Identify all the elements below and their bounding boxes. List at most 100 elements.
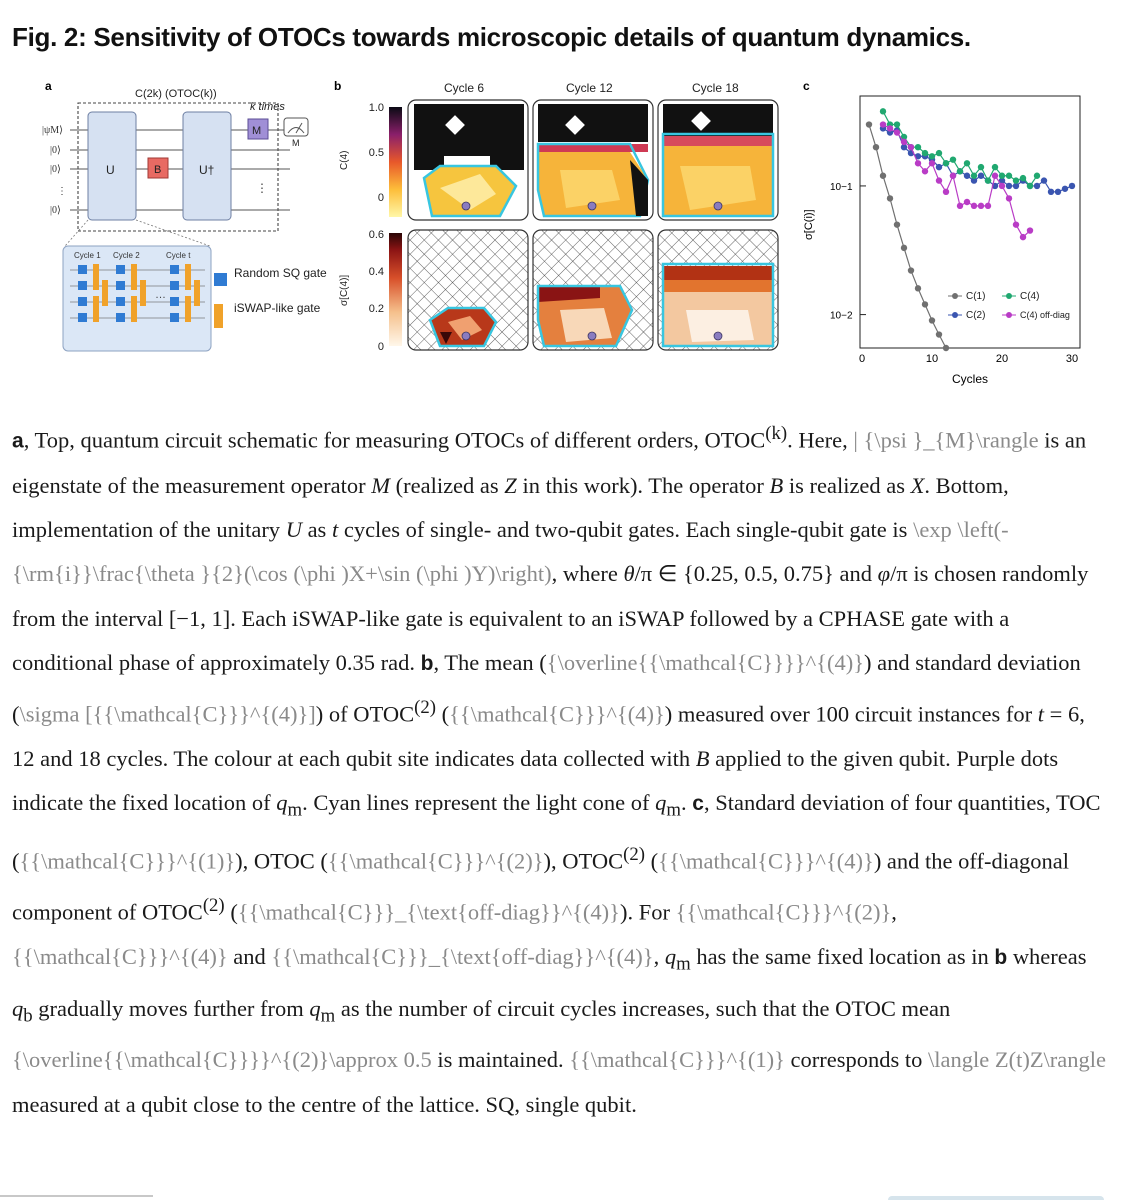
data-point [935, 177, 943, 184]
caption-text: . Here, [787, 427, 854, 453]
caption-text: ) of OTOC [315, 701, 415, 727]
data-point [977, 163, 985, 171]
cycle-label-2: Cycle 2 [113, 251, 140, 260]
data-point [1012, 221, 1020, 228]
colorbar-std [389, 233, 402, 346]
caption-tex: {{\mathcal{C}}}^{(1)} [569, 1047, 785, 1073]
data-point [984, 202, 992, 210]
caption-var: q [276, 790, 288, 816]
data-point [914, 160, 922, 167]
data-point [1047, 188, 1055, 196]
caption-text: = 6, 12 and 18 cycles. The colour at eac… [12, 701, 1085, 772]
data-point [1054, 188, 1062, 196]
caption-text: is an eigenstate of the measurement oper… [12, 427, 1087, 498]
caption-text: . Cyan lines represent the light cone of [302, 790, 656, 816]
state-label-0a: |0⟩ [50, 145, 61, 156]
bottom-tick-04: 0.4 [369, 266, 384, 278]
caption-text: , [891, 899, 897, 925]
ytick-1e-2: 10−2 [830, 311, 853, 322]
gate-b [147, 157, 169, 179]
caption-text: gradually moves further from [32, 995, 310, 1021]
top-tick-05: 0.5 [369, 147, 384, 159]
data-point [1040, 177, 1048, 184]
data-point [1005, 172, 1013, 179]
figure-title: Fig. 2: Sensitivity of OTOCs towards mic… [12, 22, 971, 52]
data-point [900, 138, 908, 146]
caption-text: as [301, 517, 332, 543]
c-xlabel: Cycles [952, 372, 988, 386]
cycle-label-1: Cycle 1 [74, 251, 101, 260]
caption-text: ( [224, 899, 238, 925]
data-point [949, 172, 957, 179]
sq-gate-cells [78, 265, 179, 322]
caption-var: θ [623, 561, 635, 587]
caption-text: (realized as [389, 472, 505, 498]
caption-text: ) and the off-diagonal component of OTOC [12, 848, 1069, 925]
data-point [998, 177, 1006, 184]
data-point [914, 285, 922, 292]
data-point [1026, 227, 1034, 234]
data-point [956, 168, 964, 175]
caption-var: q [664, 943, 677, 969]
legend-c1: C(1) [966, 291, 985, 302]
data-point [1033, 182, 1041, 190]
caption-sub: m [676, 953, 691, 975]
data-point [963, 160, 971, 167]
data-point [907, 267, 915, 274]
caption-text: has the same fixed location as in [690, 943, 995, 969]
caption-var: X [910, 472, 925, 498]
xtick-0: 0 [859, 353, 865, 365]
caption-text: and [227, 943, 272, 969]
data-point [1012, 177, 1020, 184]
panel-a-label: a [45, 79, 52, 93]
caption-var: q [655, 790, 667, 816]
data-point [1026, 182, 1034, 190]
caption-text: ) and standard deviation ( [12, 649, 1081, 727]
caption-sup: (2) [414, 697, 436, 719]
data-point [893, 221, 901, 228]
iswap-gate-cells [93, 264, 200, 322]
data-point [1019, 174, 1027, 182]
legend-sq-label: Random SQ gate [234, 266, 327, 280]
cycle-title-12: Cycle 12 [566, 81, 613, 95]
caption-tex: {{\mathcal{C}}}^{(4)} [658, 848, 874, 874]
series-line-3 [882, 124, 1031, 239]
page-edge-widget [888, 1196, 1104, 1200]
caption-text: is maintained. [431, 1047, 570, 1073]
caption-text: cycles of single- and two-qubit gates. E… [338, 517, 914, 543]
caption-sub: b [23, 1005, 33, 1027]
caption-var: U [285, 517, 302, 543]
data-point [942, 344, 950, 352]
plot-frame [859, 95, 1081, 349]
caption-text: /π is chosen randomly from the interval … [12, 561, 1089, 675]
caption-text: , [653, 943, 665, 969]
heatmap-mean-cycle18 [657, 99, 779, 221]
heatmap-mean-cycle12 [532, 99, 654, 221]
data-point [886, 195, 894, 202]
data-point [1068, 182, 1076, 190]
k-times-label: k times [250, 101, 285, 113]
legend-c4-offdiag: C(4) off-diag [1020, 310, 1070, 320]
xtick-30: 30 [1066, 353, 1078, 365]
caption-text: applied to the given qubit. Purple dots … [12, 746, 1059, 816]
caption-tex: \sigma [{{\mathcal{C}}}^{(4)}] [19, 701, 316, 727]
gate-m [247, 118, 269, 140]
data-point [900, 144, 908, 151]
data-point [893, 121, 901, 128]
data-point [914, 144, 922, 151]
data-point [1019, 233, 1027, 241]
data-point [893, 129, 901, 136]
svg-text:…: … [155, 289, 166, 301]
state-label-psi: |ψM⟩ [42, 125, 63, 136]
legend-iswap-label: iSWAP-like gate [234, 301, 321, 315]
caption-c-head: c [692, 792, 704, 816]
data-point [998, 172, 1006, 179]
c-ylabel: σ[C(i)] [803, 209, 815, 240]
caption-var: t [1037, 701, 1045, 727]
heatmap-std-cycle6 [407, 229, 529, 351]
heatmap-std-cycle12 [532, 229, 654, 351]
data-point [991, 163, 999, 171]
data-point [949, 156, 957, 163]
data-point [872, 144, 880, 151]
top-tick-0: 0 [378, 192, 384, 204]
